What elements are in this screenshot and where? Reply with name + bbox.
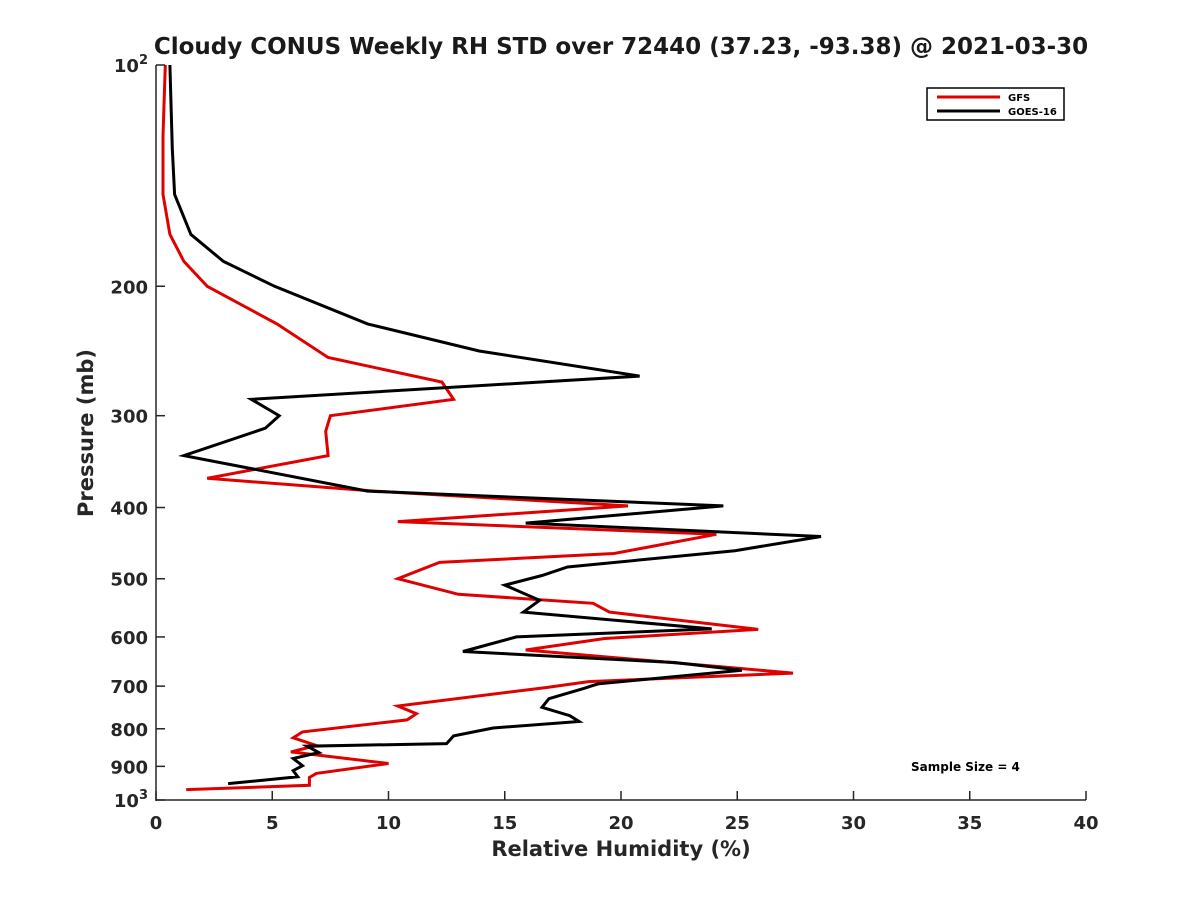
y-tick-label: 300 bbox=[110, 407, 148, 428]
y-tick-label: 102 bbox=[114, 53, 148, 77]
legend-box bbox=[926, 87, 1065, 121]
x-axis-label: Relative Humidity (%) bbox=[491, 837, 750, 861]
y-axis-label: Pressure (mb) bbox=[74, 349, 98, 517]
y-tick-label: 500 bbox=[110, 570, 148, 591]
y-tick-label: 103 bbox=[114, 788, 148, 812]
x-tick-label: 15 bbox=[492, 813, 517, 834]
y-tick-label: 700 bbox=[110, 677, 148, 698]
y-tick-label: 600 bbox=[110, 628, 148, 649]
x-tick-label: 30 bbox=[841, 813, 866, 834]
x-tick-label: 35 bbox=[957, 813, 982, 834]
series-line-gfs bbox=[161, 64, 794, 792]
y-tick-label: 900 bbox=[110, 757, 148, 778]
x-tick-label: 25 bbox=[725, 813, 750, 834]
y-tick-label: 200 bbox=[110, 277, 148, 298]
y-axis: 102 200 300 400 500 600 700 800 900 103 bbox=[110, 53, 165, 812]
y-tick-label: 800 bbox=[110, 720, 148, 741]
chart-title: Cloudy CONUS Weekly RH STD over 72440 (3… bbox=[154, 34, 1088, 60]
legend: GFS GOES-16 bbox=[926, 87, 1065, 121]
x-tick-label: 20 bbox=[608, 813, 633, 834]
plot-area bbox=[161, 64, 822, 792]
x-tick-label: 40 bbox=[1073, 813, 1098, 834]
x-tick-label: 10 bbox=[376, 813, 401, 834]
legend-label: GFS bbox=[1008, 93, 1030, 104]
x-axis: 0 5 10 15 20 25 30 35 40 bbox=[150, 791, 1099, 834]
series-line-goes-16 bbox=[168, 64, 822, 786]
legend-label: GOES-16 bbox=[1008, 107, 1057, 118]
x-tick-label: 0 bbox=[150, 813, 163, 834]
sample-size-annotation: Sample Size = 4 bbox=[911, 760, 1020, 774]
y-tick-label: 400 bbox=[110, 499, 148, 520]
x-tick-label: 5 bbox=[266, 813, 279, 834]
